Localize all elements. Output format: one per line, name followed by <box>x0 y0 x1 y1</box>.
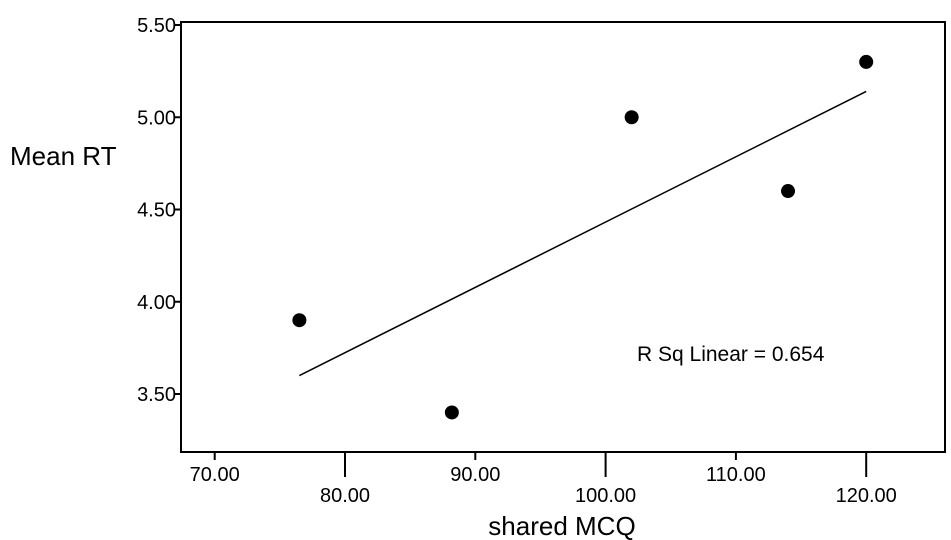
data-point <box>444 405 459 420</box>
y-tick-label: 4.00 <box>137 292 176 314</box>
y-axis-title: Mean RT <box>10 141 117 171</box>
y-tick-label: 5.00 <box>137 107 176 129</box>
r-squared-annotation: R Sq Linear = 0.654 <box>637 343 825 366</box>
x-tick-label: 100.00 <box>575 485 636 507</box>
data-point <box>624 110 639 125</box>
plot-frame <box>180 21 946 453</box>
y-tick-label: 5.50 <box>137 15 176 37</box>
x-tick-label: 120.00 <box>836 485 897 507</box>
data-point <box>781 184 796 199</box>
x-tick-label: 110.00 <box>706 464 766 486</box>
x-tick-label: 70.00 <box>190 464 240 486</box>
y-tick-label: 4.50 <box>137 200 176 222</box>
data-point <box>292 313 307 328</box>
x-tick-label: 90.00 <box>450 464 500 486</box>
fit-line <box>299 90 867 377</box>
x-tick-label: 80.00 <box>320 485 370 507</box>
y-tick-label: 3.50 <box>137 384 176 406</box>
data-point <box>859 54 874 69</box>
x-axis-title: shared MCQ <box>488 511 635 540</box>
